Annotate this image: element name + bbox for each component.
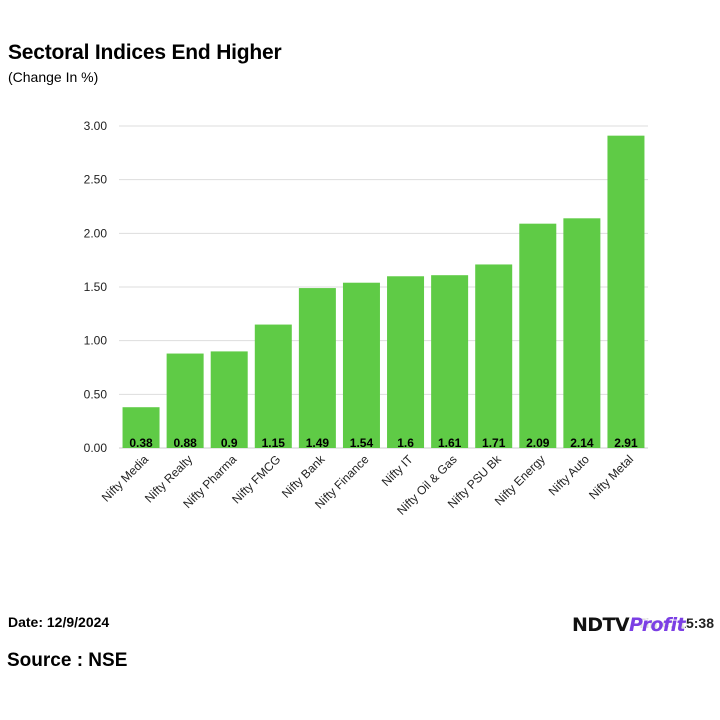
bar xyxy=(298,288,336,448)
bar-chart: 0.00 0.50 1.00 1.50 2.00 2.50 3.00 0.38 Nifty Me… xyxy=(84,119,648,518)
bar xyxy=(387,276,425,448)
source-label: Source : NSE xyxy=(7,650,128,671)
data-label: 0.88 xyxy=(173,436,197,450)
bar xyxy=(475,264,513,448)
bar xyxy=(519,223,557,448)
y-tick-label: 0.50 xyxy=(84,387,108,401)
data-label: 1.54 xyxy=(350,436,374,450)
data-label: 1.61 xyxy=(438,436,462,450)
data-label: 1.49 xyxy=(306,436,330,450)
y-tick-label: 2.00 xyxy=(84,226,108,240)
x-tick-label: Nifty Metal xyxy=(586,452,636,502)
x-tick-label: Nifty Auto xyxy=(546,452,592,498)
data-label: 0.38 xyxy=(129,436,153,450)
y-tick-label: 1.50 xyxy=(84,280,108,294)
data-label: 1.71 xyxy=(482,436,506,450)
chart-title: Sectoral Indices End Higher xyxy=(8,41,282,64)
data-label: 2.14 xyxy=(570,436,594,450)
bar xyxy=(563,218,601,448)
data-label: 1.6 xyxy=(397,436,414,450)
chart-subtitle: (Change In %) xyxy=(8,69,99,85)
y-tick-label: 0.00 xyxy=(84,441,108,455)
bar xyxy=(254,324,292,448)
data-label: 0.9 xyxy=(221,436,238,450)
bar xyxy=(166,353,204,448)
date-label: Date: 12/9/2024 xyxy=(8,614,110,630)
bar xyxy=(431,275,469,448)
y-tick-label: 2.50 xyxy=(84,173,108,187)
bar xyxy=(342,282,380,448)
ndtv-profit-logo: NDTVProfit xyxy=(572,612,686,638)
bar xyxy=(122,407,160,448)
x-tick-label: Nifty IT xyxy=(379,452,416,489)
data-label: 1.15 xyxy=(262,436,286,450)
logo-text-ndtv: NDTV xyxy=(572,614,630,636)
data-label: 2.91 xyxy=(614,436,638,450)
bar xyxy=(607,135,645,448)
bar xyxy=(210,351,248,448)
y-tick-label: 3.00 xyxy=(84,119,108,133)
logo-text-profit: Profit xyxy=(628,614,686,636)
data-label: 2.09 xyxy=(526,436,550,450)
y-tick-label: 1.00 xyxy=(84,334,108,348)
